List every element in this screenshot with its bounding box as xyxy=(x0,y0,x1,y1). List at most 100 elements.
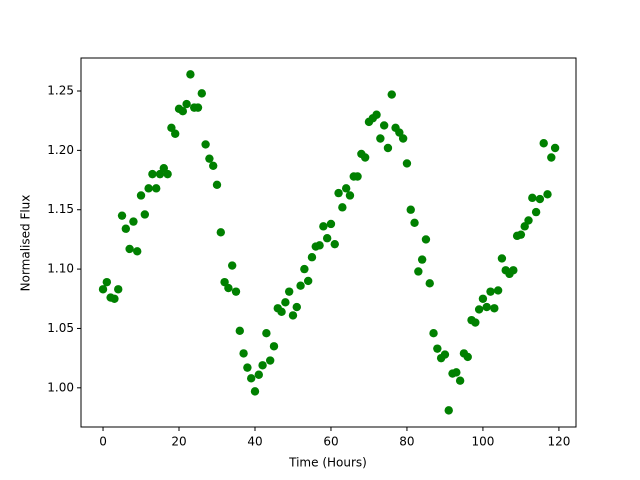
point xyxy=(277,307,286,317)
point xyxy=(539,139,548,148)
y-axis-label: Normalised Flux xyxy=(19,195,33,292)
point xyxy=(307,253,317,262)
point xyxy=(322,234,332,243)
x-tick-label: 120 xyxy=(547,435,570,449)
point xyxy=(341,184,351,193)
point xyxy=(186,70,195,79)
point xyxy=(406,205,415,214)
x-tick-label: 20 xyxy=(171,435,186,449)
plot-frame xyxy=(80,57,577,428)
point xyxy=(326,219,336,229)
point xyxy=(379,121,389,130)
x-tick-label: 40 xyxy=(247,435,262,449)
point xyxy=(246,374,256,383)
point xyxy=(216,228,226,237)
point xyxy=(163,169,172,179)
point xyxy=(334,188,343,198)
point xyxy=(319,222,328,231)
point xyxy=(227,261,237,270)
point xyxy=(254,370,263,379)
point xyxy=(330,239,339,249)
point xyxy=(178,106,188,116)
point xyxy=(110,294,119,303)
point xyxy=(376,134,385,143)
point xyxy=(398,134,408,143)
point xyxy=(474,305,484,314)
y-tick-label: 1.25 xyxy=(47,84,74,98)
point xyxy=(490,304,499,313)
point xyxy=(315,241,324,250)
point xyxy=(201,140,210,149)
point xyxy=(360,153,370,162)
point xyxy=(509,266,518,275)
point xyxy=(197,89,207,98)
point xyxy=(296,281,305,290)
point xyxy=(471,318,480,327)
point xyxy=(543,190,552,199)
point xyxy=(338,203,347,212)
x-tick-label: 60 xyxy=(323,435,338,449)
y-tick-label: 1.15 xyxy=(47,202,74,216)
point xyxy=(212,180,222,189)
point xyxy=(497,254,507,263)
point xyxy=(224,283,233,293)
x-tick-label: 100 xyxy=(471,435,494,449)
point xyxy=(136,191,146,200)
point xyxy=(547,153,556,162)
point xyxy=(300,264,309,274)
point xyxy=(258,361,267,370)
y-tick-label: 1.00 xyxy=(47,380,74,394)
point xyxy=(417,255,427,264)
point xyxy=(345,191,355,200)
point xyxy=(98,285,108,294)
point xyxy=(387,90,396,99)
point xyxy=(410,218,419,227)
point xyxy=(353,172,362,181)
point xyxy=(152,184,161,193)
point xyxy=(531,207,541,217)
point xyxy=(463,352,472,362)
y-tick-label: 1.05 xyxy=(47,321,74,335)
point xyxy=(478,294,488,303)
point xyxy=(452,368,461,377)
point xyxy=(535,194,545,204)
point xyxy=(265,356,275,365)
point xyxy=(482,302,491,312)
x-tick-label: 0 xyxy=(99,435,107,449)
x-tick-label: 80 xyxy=(399,435,414,449)
point xyxy=(133,247,142,256)
x-axis-label: Time (Hours) xyxy=(288,456,367,470)
point xyxy=(528,193,537,203)
point xyxy=(235,326,244,336)
point xyxy=(455,376,465,385)
point xyxy=(102,277,112,287)
point xyxy=(148,169,157,179)
point xyxy=(429,329,438,338)
point xyxy=(444,406,453,415)
point xyxy=(440,350,450,359)
point xyxy=(125,244,134,254)
point xyxy=(182,99,191,109)
point xyxy=(414,267,423,276)
point xyxy=(243,363,252,372)
point xyxy=(524,216,533,225)
point xyxy=(372,110,381,119)
point xyxy=(402,159,412,168)
point xyxy=(516,230,526,239)
point xyxy=(303,276,313,286)
point xyxy=(193,103,203,112)
point xyxy=(284,287,294,296)
point xyxy=(140,210,150,219)
point xyxy=(421,235,431,244)
point xyxy=(117,211,127,220)
point xyxy=(262,329,271,338)
point xyxy=(433,344,442,353)
y-tick-label: 1.20 xyxy=(47,143,74,157)
point xyxy=(129,217,138,226)
point xyxy=(209,161,218,171)
point xyxy=(288,311,298,320)
point xyxy=(292,302,301,312)
point xyxy=(239,349,248,358)
